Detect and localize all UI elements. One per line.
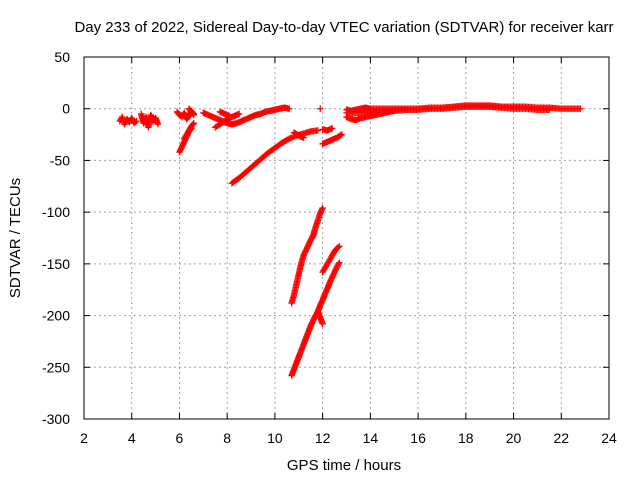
y-tick-label: 50	[54, 49, 70, 65]
x-tick-label: 22	[553, 430, 569, 446]
chart-title: Day 233 of 2022, Sidereal Day-to-day VTE…	[74, 19, 613, 36]
x-tick-labels: 2 4 6 8 10 12 14 16 18 20 22 24	[80, 430, 617, 446]
y-tick-label: -150	[42, 256, 70, 272]
data-point	[335, 261, 342, 268]
x-tick-label: 6	[176, 430, 184, 446]
y-tick-label: -200	[42, 308, 70, 324]
x-tick-label: 24	[601, 430, 617, 446]
data-point	[235, 110, 243, 118]
data-point	[133, 117, 140, 125]
x-tick-label: 14	[363, 430, 379, 446]
data-point	[132, 118, 139, 126]
data-point	[190, 119, 197, 127]
x-tick-label: 18	[458, 430, 474, 446]
y-tick-label: -250	[42, 359, 70, 375]
data-point	[317, 105, 324, 112]
y-tick-labels: 50 0 -50 -100 -150 -200 -250 -300	[42, 49, 70, 427]
plot-frame	[83, 56, 610, 420]
data-point	[328, 125, 336, 132]
data-point	[189, 109, 196, 117]
data-point	[226, 112, 233, 120]
data-point	[319, 320, 326, 328]
x-tick-label: 16	[410, 430, 426, 446]
y-axis-label: SDTVAR / TECUs	[7, 178, 24, 298]
data-point	[336, 243, 343, 250]
y-tick-label: 0	[62, 101, 70, 117]
x-tick-label: 12	[315, 430, 331, 446]
data-point	[314, 127, 322, 134]
y-tick-label: -100	[42, 204, 70, 220]
x-tick-label: 20	[506, 430, 522, 446]
x-tick-label: 8	[223, 430, 231, 446]
data-point	[286, 105, 293, 112]
x-axis-label: GPS time / hours	[287, 457, 401, 474]
data-points	[116, 102, 584, 379]
data-point	[546, 106, 553, 113]
data-point	[337, 132, 344, 139]
data-point	[154, 121, 162, 128]
x-tick-label: 10	[267, 430, 283, 446]
y-tick-label: -50	[50, 152, 70, 168]
data-point	[334, 244, 342, 251]
x-tick-label: 4	[128, 430, 136, 446]
data-point	[577, 105, 584, 112]
x-tick-label: 2	[80, 430, 88, 446]
data-point	[189, 121, 197, 128]
data-point	[336, 259, 343, 267]
data-point	[300, 134, 307, 141]
data-point	[190, 110, 197, 118]
data-point	[319, 204, 326, 212]
y-tick-label: -300	[42, 411, 70, 427]
data-point	[338, 131, 345, 138]
